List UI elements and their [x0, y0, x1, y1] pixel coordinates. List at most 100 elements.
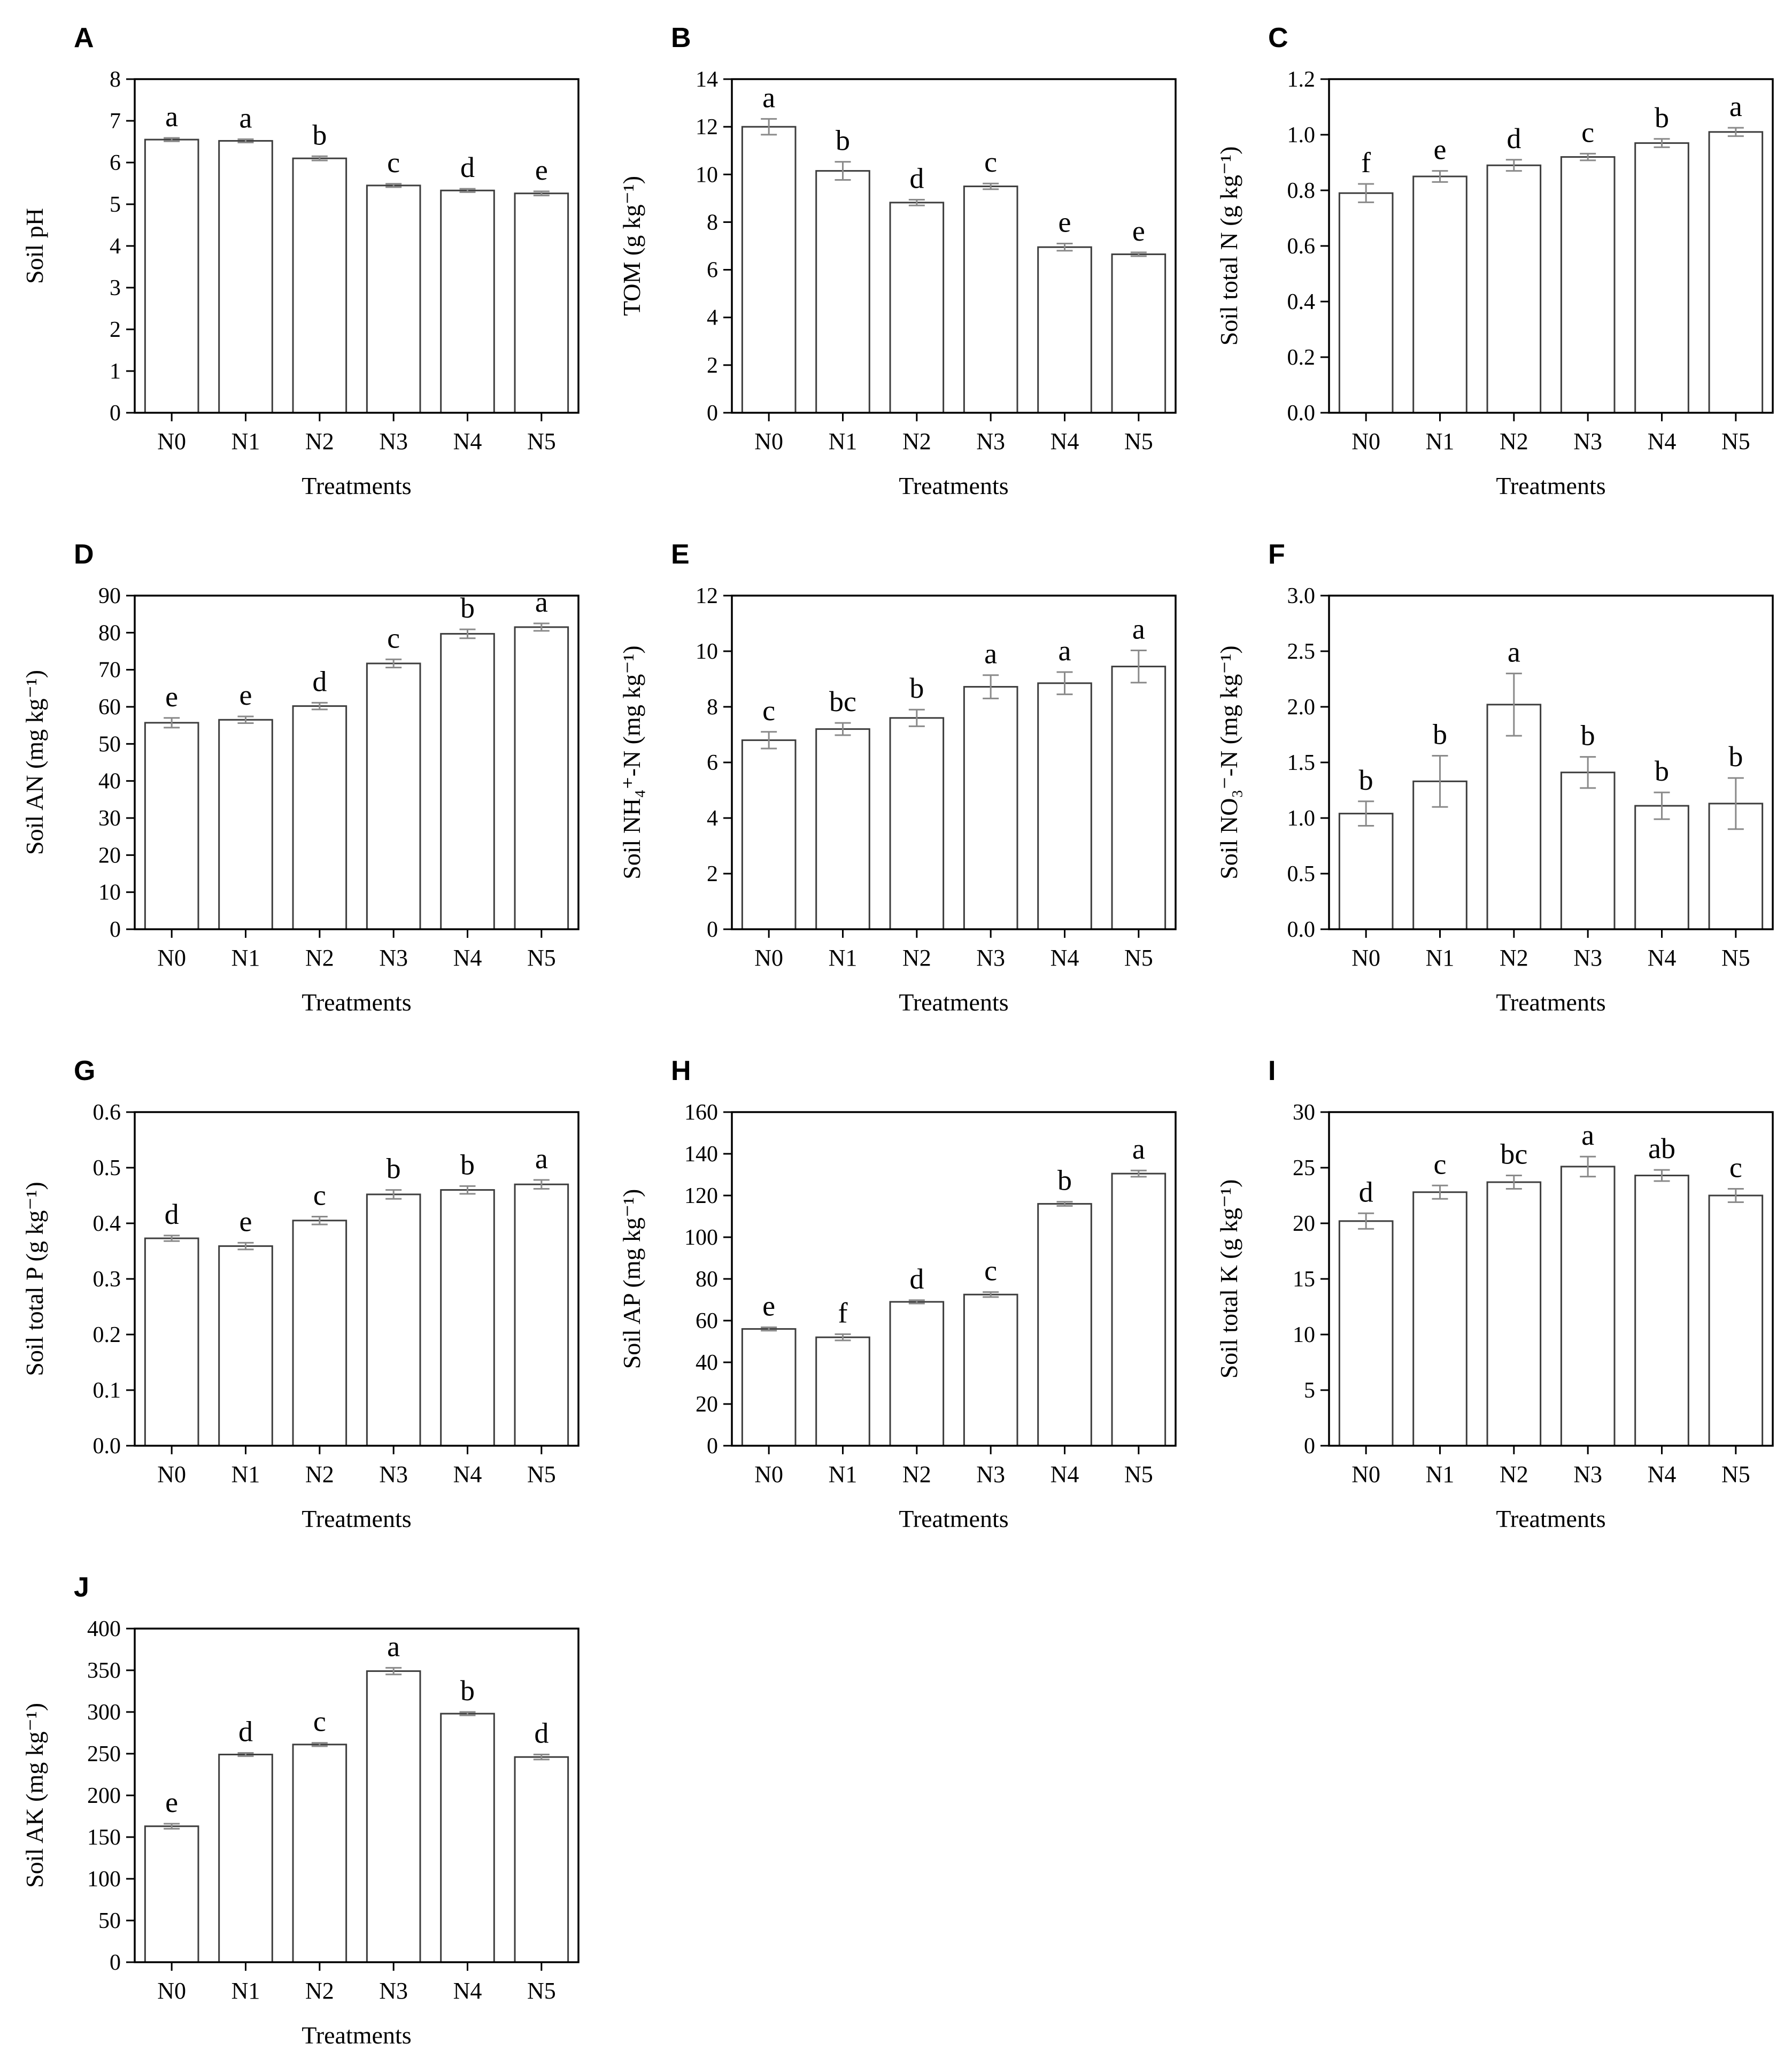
error-bar-N0 — [761, 1326, 777, 1332]
y-tick-label: 1.5 — [1287, 751, 1316, 775]
x-tick-label-N4: N4 — [1648, 428, 1677, 454]
y-axis-label: Soil AN (mg kg⁻¹) — [21, 670, 48, 855]
sig-letter-N3: c — [387, 146, 400, 179]
y-tick-label: 8 — [110, 67, 121, 92]
y-tick-label: 160 — [684, 1100, 718, 1125]
bar-N4 — [440, 189, 495, 414]
bar-N1 — [218, 719, 273, 930]
x-tick-label-N3: N3 — [379, 945, 408, 971]
sig-letter-N3: c — [984, 1255, 997, 1287]
bar-N4 — [1634, 1175, 1689, 1447]
x-tick-label-N1: N1 — [1426, 428, 1455, 454]
x-tick-label-N3: N3 — [379, 1978, 408, 2004]
error-bar-N4 — [1056, 1201, 1073, 1207]
error-bar-N4 — [459, 188, 476, 193]
sig-letter-N1: b — [836, 125, 850, 157]
sig-letter-N3: a — [984, 638, 997, 670]
sig-letter-N2: d — [909, 163, 924, 195]
y-axis-label: Soil NO₃⁻-N (mg kg⁻¹) — [1215, 645, 1242, 879]
sig-letter-N0: a — [762, 81, 775, 113]
y-tick-label: 90 — [98, 584, 121, 608]
y-axis-label: Soil pH — [21, 208, 48, 284]
sig-letter-N2: d — [1507, 122, 1521, 155]
y-tick-label: 3.0 — [1287, 584, 1316, 608]
y-tick-label: 6 — [707, 258, 718, 283]
bar-N1 — [218, 1245, 273, 1447]
panel-A: A 0 1 2 3 4 5 6 7 8 a N0 a N1 b N2 c N3 d N4 e N5 Treatments So… — [0, 0, 597, 516]
bar-N0 — [1338, 1220, 1394, 1447]
sig-letter-N2: a — [1508, 636, 1520, 668]
error-bar-N1 — [237, 1241, 254, 1251]
sig-letter-N3: a — [1581, 1119, 1594, 1151]
panel-F: F 0.0 0.5 1.0 1.5 2.0 2.5 3.0 b N0 b N1 a N2 b N3 b N4 b N5… — [1194, 516, 1791, 1033]
y-axis-label: TOM (g kg⁻¹) — [618, 176, 645, 316]
sig-letter-N0: d — [165, 1198, 179, 1230]
y-tick-label: 40 — [98, 769, 121, 794]
sig-letter-N0: b — [1359, 764, 1373, 796]
bar-N2 — [889, 1301, 945, 1447]
bar-N4 — [440, 1189, 495, 1447]
plot-box — [731, 595, 1177, 930]
error-bar-N3 — [1580, 756, 1596, 789]
sig-letter-N5: c — [1729, 1152, 1742, 1184]
y-tick-label: 6 — [707, 751, 718, 775]
panel-D: D 0 10 20 30 40 50 60 70 80 90 e N0 e N1 d N2 c N3 b N4 a N5 Tr… — [0, 516, 597, 1033]
sig-letter-N1: e — [240, 1205, 252, 1237]
x-tick-label-N4: N4 — [453, 428, 482, 454]
sig-letter-N1: e — [240, 679, 252, 711]
x-tick-label-N3: N3 — [1573, 428, 1602, 454]
error-bar-N5 — [1130, 649, 1147, 684]
y-tick-label: 1.2 — [1287, 67, 1316, 92]
plot-box — [731, 78, 1177, 414]
x-tick-label-N0: N0 — [754, 1461, 783, 1487]
bar-N2 — [1486, 164, 1542, 414]
error-bar-N1 — [835, 722, 851, 736]
x-axis-label: Treatments — [302, 989, 411, 1016]
y-tick-label: 4 — [707, 806, 718, 831]
plot-box — [731, 1111, 1177, 1447]
x-tick-label-N3: N3 — [1573, 1461, 1602, 1487]
x-tick-label-N2: N2 — [1500, 428, 1528, 454]
bar-N5 — [514, 1183, 569, 1447]
x-axis-label: Treatments — [302, 472, 411, 499]
error-bar-N4 — [1056, 671, 1073, 696]
error-bar-N5 — [1727, 127, 1744, 137]
panel-I: I 0 5 10 15 20 25 30 d N0 c N1 bc N2 a N3 ab N4 c N5 Treatme… — [1194, 1033, 1791, 1549]
error-bar-N1 — [237, 138, 254, 144]
x-axis-label: Treatments — [899, 472, 1008, 499]
x-tick-label-N0: N0 — [754, 945, 783, 971]
sig-letter-N0: e — [165, 681, 178, 713]
error-bar-N0 — [1358, 800, 1374, 827]
bar-N3 — [366, 1670, 421, 1963]
plot-box — [134, 1111, 580, 1447]
x-tick-label-N5: N5 — [527, 428, 556, 454]
x-axis-label: Treatments — [1496, 472, 1605, 499]
bar-N5 — [1708, 131, 1764, 414]
x-tick-label-N0: N0 — [1351, 1461, 1380, 1487]
bar-N1 — [1412, 1191, 1467, 1447]
y-tick-label: 200 — [87, 1784, 121, 1808]
sig-letter-N0: c — [762, 695, 775, 727]
x-tick-label-N1: N1 — [231, 1461, 260, 1487]
y-tick-label: 60 — [696, 1309, 718, 1333]
bar-N2 — [292, 705, 347, 930]
y-tick-label: 140 — [684, 1142, 718, 1167]
bar-N3 — [963, 186, 1018, 414]
y-tick-label: 10 — [98, 881, 121, 905]
error-bar-N5 — [533, 190, 550, 197]
sig-letter-N3: a — [387, 1630, 400, 1662]
error-bar-N2 — [908, 1299, 925, 1305]
panel-I-chart: I 0 5 10 15 20 25 30 d N0 c N1 bc N2 a N3 ab N4 c N5 Treatme… — [1194, 1033, 1791, 1549]
panel-letter: A — [74, 22, 94, 53]
sig-letter-N4: b — [1655, 102, 1669, 134]
y-tick-label: 0 — [110, 401, 121, 426]
error-bar-N5 — [1130, 1169, 1147, 1178]
y-axis-label: Soil AK (mg kg⁻¹) — [21, 1703, 48, 1888]
panel-D-chart: D 0 10 20 30 40 50 60 70 80 90 e N0 e N1 d N2 c N3 b N4 a N5 Tr… — [0, 516, 597, 1033]
x-tick-label-N3: N3 — [976, 945, 1005, 971]
y-tick-label: 2 — [707, 862, 718, 886]
error-bar-N0 — [761, 118, 777, 136]
y-tick-label: 4 — [110, 234, 121, 259]
bar-N5 — [1111, 253, 1167, 414]
y-tick-label: 0.4 — [1287, 290, 1316, 314]
